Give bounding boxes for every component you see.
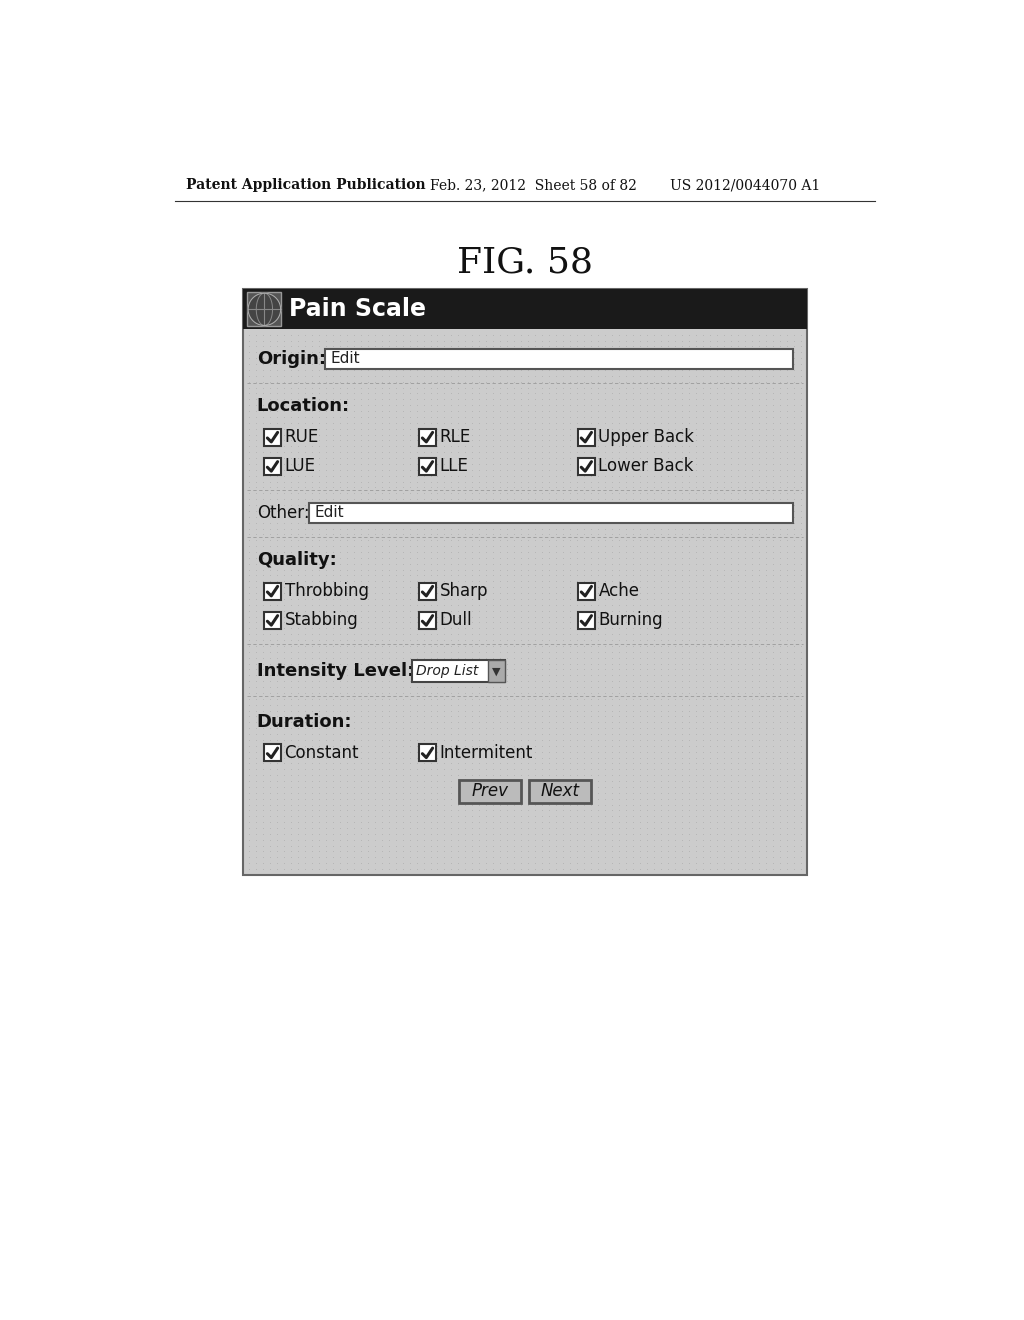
Text: Intermitent: Intermitent [439, 744, 532, 762]
Text: Ache: Ache [598, 582, 639, 601]
Text: Lower Back: Lower Back [598, 458, 694, 475]
Text: LLE: LLE [439, 458, 468, 475]
Bar [263, 744, 281, 762]
Bar [325, 348, 793, 368]
Bar [263, 458, 281, 475]
Text: Dull: Dull [439, 611, 472, 630]
Bar [263, 582, 281, 599]
Text: Sharp: Sharp [439, 582, 488, 601]
Bar [263, 429, 281, 446]
Bar [487, 660, 505, 682]
Text: Prev: Prev [471, 783, 509, 800]
Text: Edit: Edit [331, 351, 359, 366]
Bar [419, 612, 435, 628]
Bar [419, 458, 435, 475]
Bar [578, 612, 595, 628]
Bar [578, 582, 595, 599]
Text: US 2012/0044070 A1: US 2012/0044070 A1 [671, 178, 821, 193]
Text: Constant: Constant [285, 744, 359, 762]
Text: Quality:: Quality: [257, 552, 337, 569]
Text: Intensity Level:: Intensity Level: [257, 663, 414, 680]
Text: Pain Scale: Pain Scale [289, 297, 426, 321]
Text: Other:: Other: [257, 504, 309, 521]
Bar [578, 458, 595, 475]
Bar [309, 503, 793, 523]
Text: Location:: Location: [257, 397, 350, 416]
Bar [243, 289, 807, 875]
Bar [419, 582, 435, 599]
Text: RLE: RLE [439, 428, 471, 446]
Text: Drop List: Drop List [417, 664, 478, 678]
Circle shape [248, 293, 281, 326]
Text: Feb. 23, 2012  Sheet 58 of 82: Feb. 23, 2012 Sheet 58 of 82 [430, 178, 637, 193]
Text: Throbbing: Throbbing [285, 582, 369, 601]
Text: Stabbing: Stabbing [285, 611, 358, 630]
Text: RUE: RUE [285, 428, 318, 446]
Text: Burning: Burning [598, 611, 664, 630]
Text: Next: Next [541, 783, 580, 800]
Text: Origin:: Origin: [257, 350, 326, 367]
Text: Duration:: Duration: [257, 713, 352, 731]
Bar [248, 293, 282, 326]
Bar [263, 612, 281, 628]
Bar [419, 429, 435, 446]
Text: ▼: ▼ [492, 667, 501, 676]
Text: LUE: LUE [285, 458, 315, 475]
Text: Patent Application Publication: Patent Application Publication [186, 178, 426, 193]
Text: FIG. 58: FIG. 58 [457, 246, 593, 280]
Bar [459, 780, 521, 803]
Bar [412, 660, 505, 682]
Bar [528, 780, 591, 803]
Bar [419, 744, 435, 762]
Text: Edit: Edit [314, 506, 344, 520]
Bar [243, 289, 807, 330]
Text: Upper Back: Upper Back [598, 428, 694, 446]
Bar [578, 429, 595, 446]
